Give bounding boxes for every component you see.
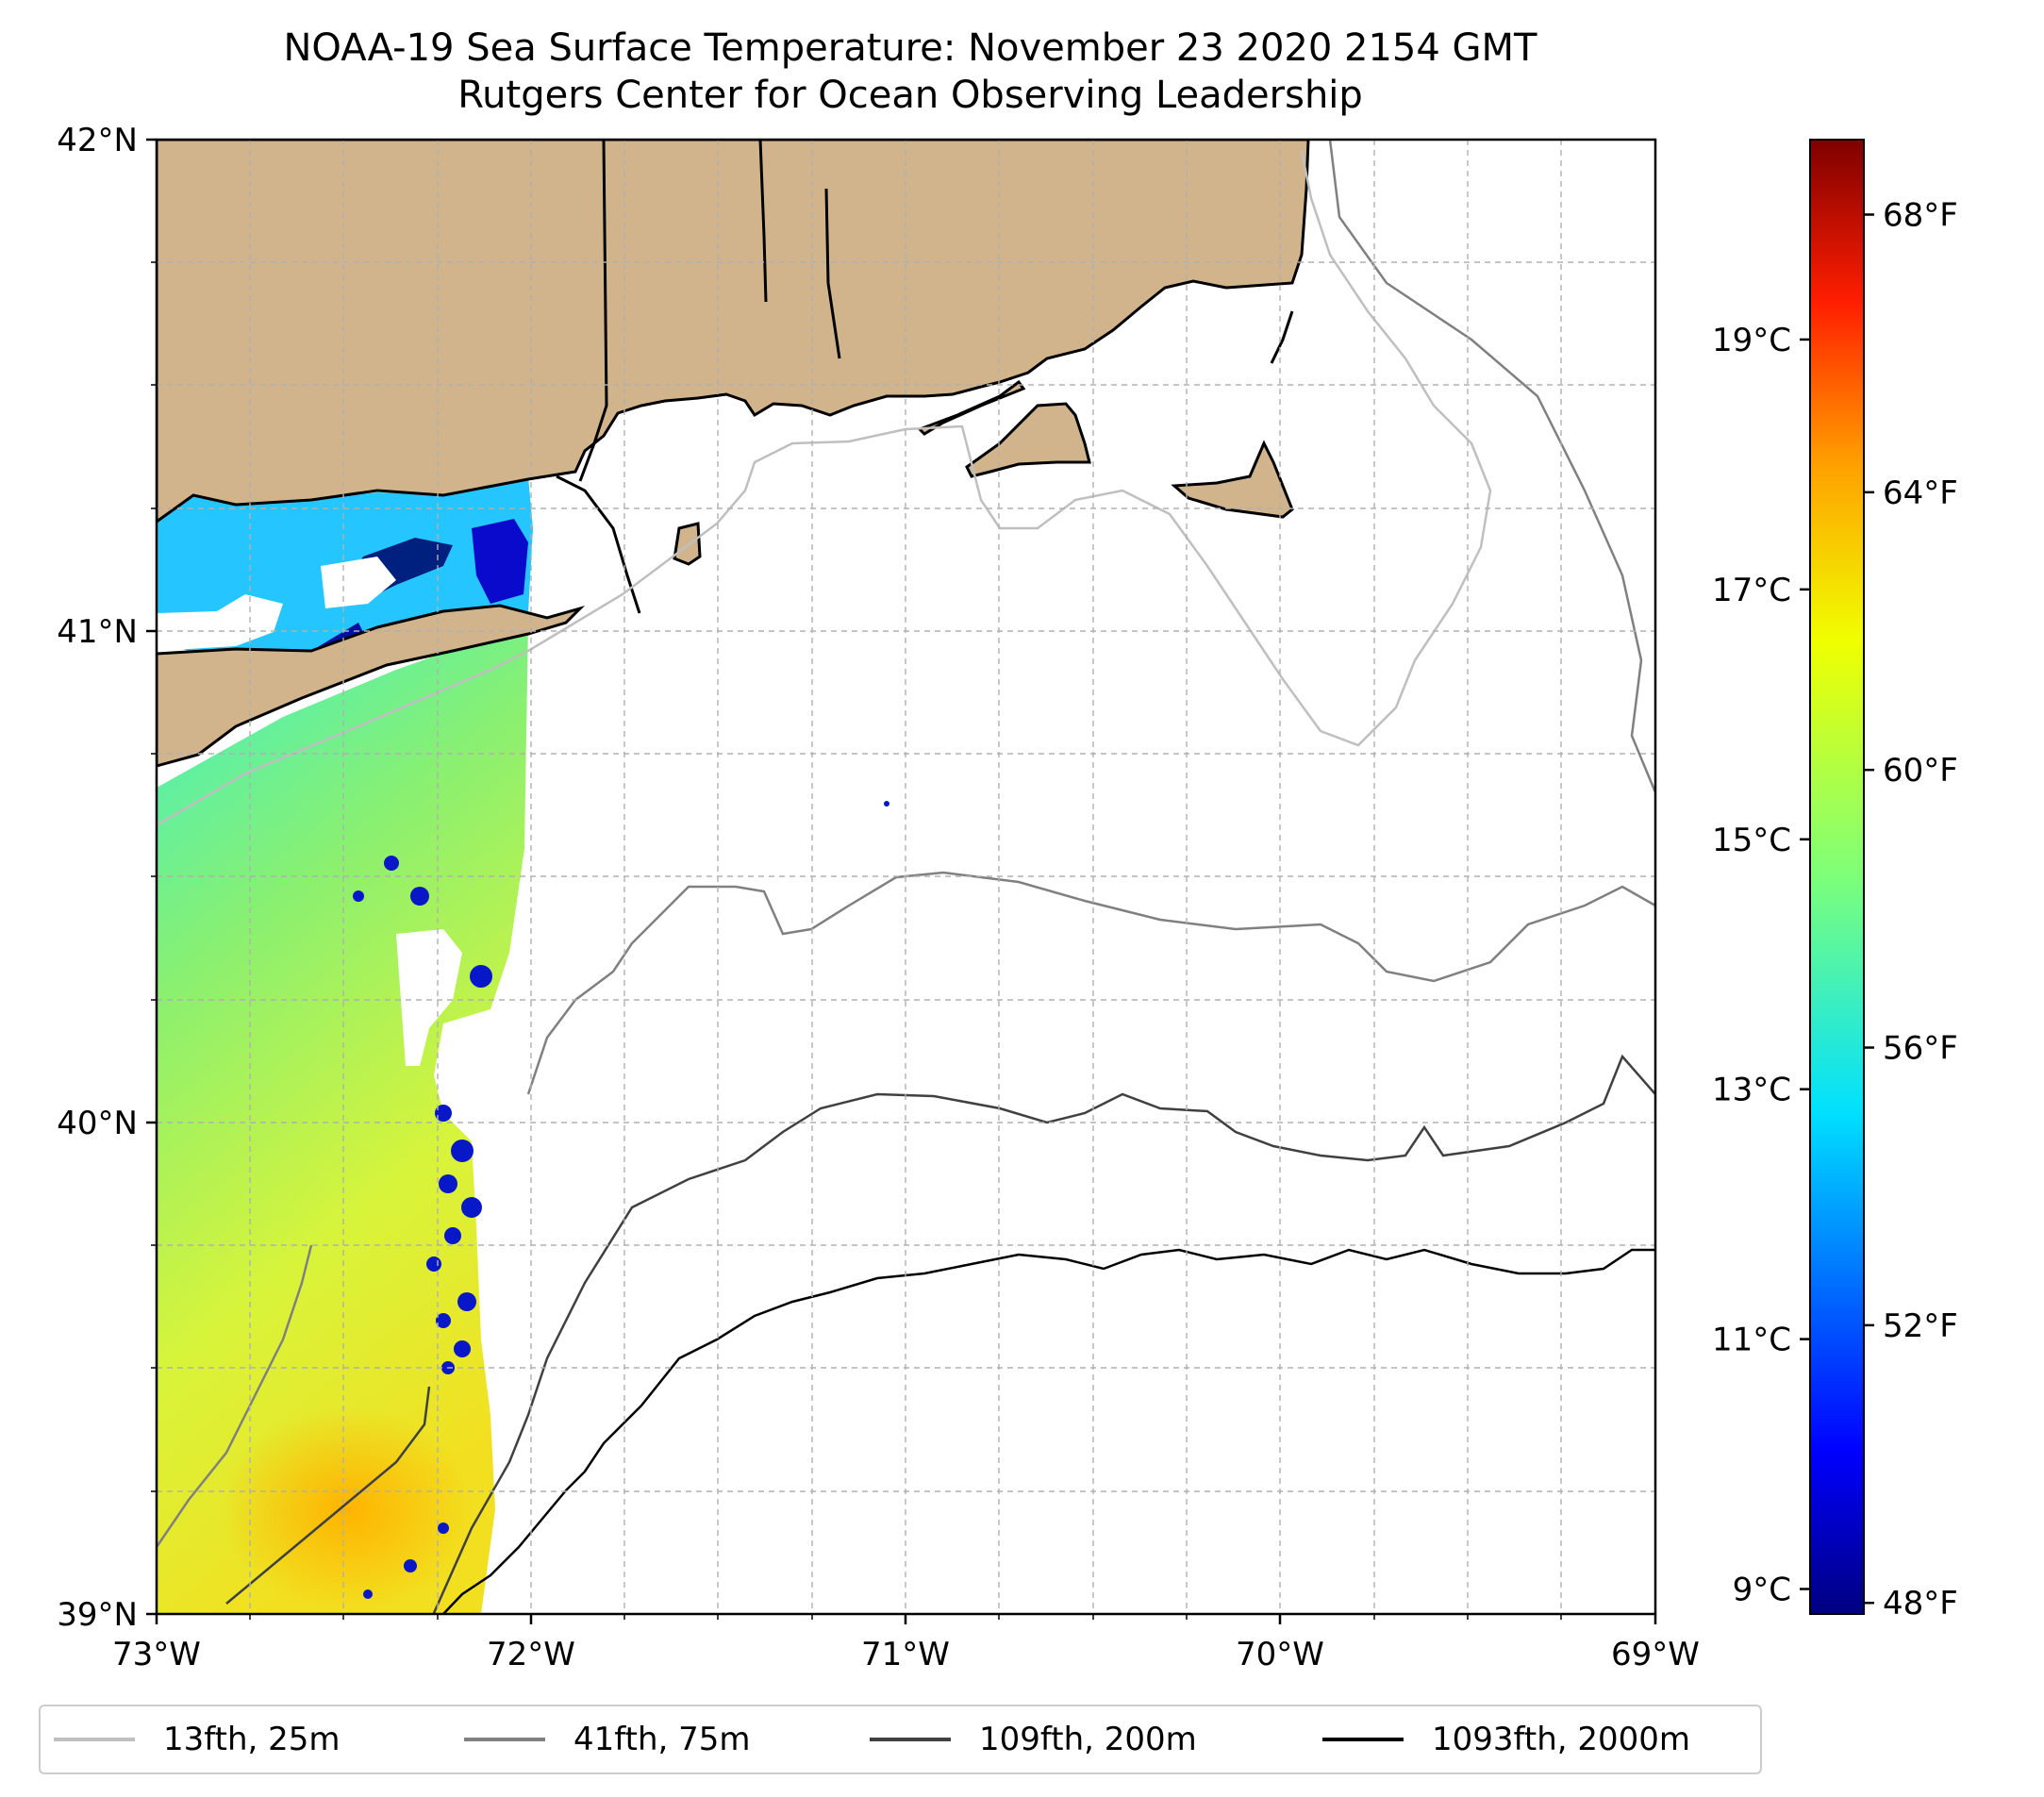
gridlines	[157, 140, 1655, 1614]
land-long-island	[157, 604, 586, 768]
legend-label-75m: 41fth, 75m	[573, 1721, 751, 1758]
sst-cold-patch-2	[472, 519, 528, 604]
colorbar-fahrenheit-label: 56°F	[1883, 1030, 1958, 1068]
isobath-200m-sw	[225, 1386, 431, 1605]
y-tick-label: 40°N	[57, 1105, 138, 1142]
isobath-200m	[432, 1054, 1655, 1614]
state-boundary-ct-ri	[758, 140, 768, 303]
land-elizabeth-islands	[917, 379, 1026, 436]
axis-minor-ticks	[151, 261, 1562, 1620]
y-tick-label: 39°N	[57, 1596, 138, 1634]
colorbar-celsius-label: 13°C	[1712, 1072, 1791, 1109]
legend-line-75m	[464, 1738, 545, 1741]
isobath-75m-north	[1328, 140, 1655, 793]
colorbar-celsius-label: 11°C	[1712, 1322, 1791, 1359]
colorbar-fahrenheit-label: 60°F	[1883, 752, 1958, 790]
land-marthas-vineyard	[965, 402, 1091, 478]
x-tick-label: 69°W	[1611, 1636, 1700, 1673]
legend-line-2000m	[1322, 1738, 1404, 1741]
isobath-legend: 13fth, 25m 41fth, 75m 109fth, 200m 1093f…	[39, 1705, 1762, 1774]
x-tick-label: 73°W	[112, 1636, 201, 1673]
legend-label-200m: 109fth, 200m	[979, 1721, 1197, 1758]
sst-nodata-sound	[157, 594, 283, 651]
colorbar-celsius-axis: 9°C 11°C 13°C 15°C 17°C 19°C	[1712, 322, 1810, 1609]
land-monomoy	[1270, 310, 1294, 364]
y-tick-label: 41°N	[57, 613, 138, 651]
legend-line-200m	[870, 1738, 951, 1741]
sst-cold-streaks	[353, 801, 889, 1599]
x-tick-label: 70°W	[1236, 1636, 1324, 1673]
colorbar-fahrenheit-label: 68°F	[1883, 196, 1958, 234]
legend-label-2000m: 1093fth, 2000m	[1432, 1721, 1691, 1758]
sst-nodata-sound-2	[321, 557, 396, 608]
x-tick-label: 71°W	[861, 1636, 950, 1673]
isobath-25m	[157, 150, 1492, 827]
colorbar-fahrenheit-label: 64°F	[1883, 474, 1958, 512]
isobath-2000m-sw	[442, 1489, 567, 1614]
isobath-2000m	[565, 1248, 1655, 1491]
legend-label-25m: 13fth, 25m	[163, 1721, 341, 1758]
colorbar-celsius-label: 19°C	[1712, 322, 1791, 359]
colorbar-fahrenheit-axis: 48°F 52°F 56°F 60°F 64°F 68°F	[1864, 196, 1958, 1622]
axis-ticks	[146, 138, 1657, 1624]
state-boundary-offshore	[556, 474, 641, 614]
legend-item-75m: 41fth, 75m	[464, 1706, 751, 1772]
state-boundary-ri-ma	[824, 188, 841, 359]
title-line-2: Rutgers Center for Ocean Observing Leade…	[457, 74, 1363, 117]
legend-item-2000m: 1093fth, 2000m	[1322, 1706, 1690, 1772]
colorbar-fahrenheit-label: 48°F	[1883, 1585, 1958, 1622]
colorbar	[1809, 139, 1865, 1615]
sst-nodata-gap	[396, 929, 462, 1066]
colorbar-celsius-label: 15°C	[1712, 822, 1791, 859]
colorbar-fahrenheit-label: 52°F	[1883, 1307, 1958, 1345]
colorbar-celsius-label: 17°C	[1712, 572, 1791, 609]
state-boundary-ny-ct	[578, 140, 608, 482]
title-line-1: NOAA-19 Sea Surface Temperature: Novembe…	[283, 26, 1537, 70]
land-mainland	[157, 140, 1310, 524]
isobath-75m	[526, 871, 1655, 1095]
land-block-island	[673, 522, 702, 566]
x-tick-label: 72°W	[487, 1636, 575, 1673]
legend-line-25m	[54, 1738, 135, 1741]
colorbar-celsius-label: 9°C	[1733, 1572, 1791, 1609]
isobath-75m-sw	[157, 1244, 313, 1548]
y-tick-label: 42°N	[57, 122, 138, 159]
figure-title: NOAA-19 Sea Surface Temperature: Novembe…	[0, 25, 1820, 119]
legend-item-25m: 13fth, 25m	[54, 1706, 341, 1772]
legend-item-200m: 109fth, 200m	[870, 1706, 1197, 1772]
land-nantucket	[1171, 440, 1294, 519]
